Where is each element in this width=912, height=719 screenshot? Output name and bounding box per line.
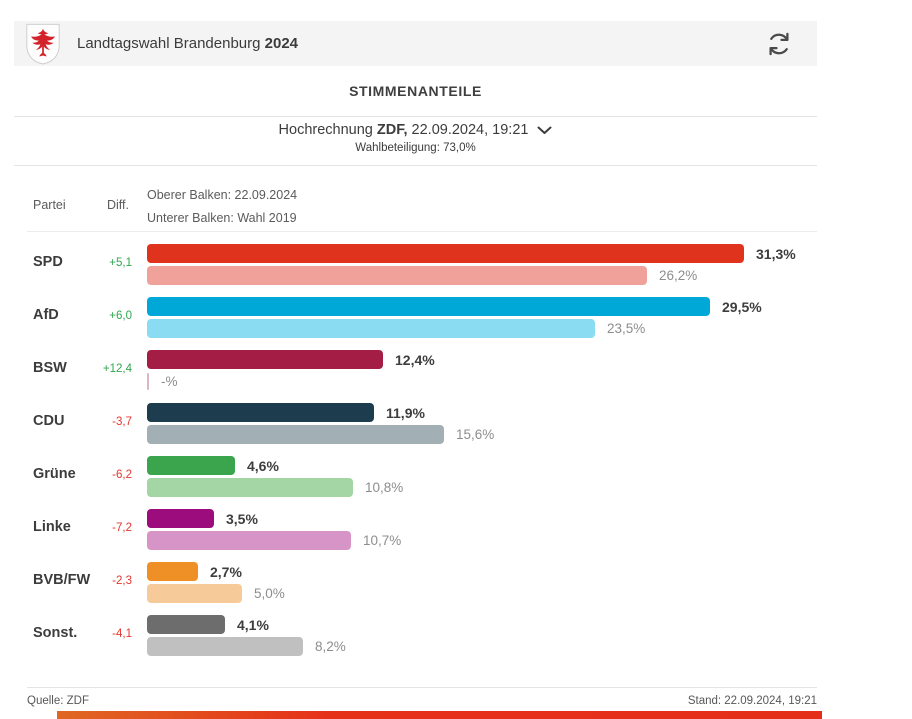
- app-title: Landtagswahl Brandenburg 2024: [77, 35, 299, 52]
- party-row: Grüne -6,2 4,6% 10,8%: [0, 449, 912, 502]
- bar-2019: [147, 637, 303, 656]
- bar-2019: [147, 531, 351, 550]
- bar-group: 4,6% 10,8%: [147, 456, 403, 500]
- refresh-button[interactable]: [765, 30, 793, 58]
- party-label: BSW: [33, 360, 67, 376]
- party-row: BSW +12,4 12,4% -%: [0, 343, 912, 396]
- bar-group: 4,1% 8,2%: [147, 615, 346, 659]
- footer-stand: Stand: 22.09.2024, 19:21: [687, 695, 817, 707]
- party-label: SPD: [33, 254, 63, 270]
- value-label-2024: 29,5%: [722, 298, 762, 315]
- diff-value: +5,1: [109, 257, 132, 269]
- legend-lower-bar: Unterer Balken: Wahl 2019: [147, 211, 297, 225]
- party-rows: SPD +5,1 31,3% 26,2% AfD +6,0 29,5% 23,5% BSW +12…: [0, 237, 912, 661]
- bar-2024: [147, 350, 383, 369]
- projection-block: Hochrechnung ZDF, 22.09.2024, 19:21 Wahl…: [14, 121, 817, 154]
- bar-2019: [147, 319, 595, 338]
- party-label: Linke: [33, 519, 71, 535]
- chevron-down-icon: [537, 126, 552, 134]
- bar-group: 31,3% 26,2%: [147, 244, 796, 288]
- bar-2024: [147, 403, 374, 422]
- bar-2019: [147, 425, 444, 444]
- legend-upper-bar: Oberer Balken: 22.09.2024: [147, 188, 298, 202]
- turnout-label: Wahlbeteiligung: 73,0%: [355, 142, 476, 154]
- value-label-2019: 23,5%: [607, 321, 646, 336]
- bar-group: 11,9% 15,6%: [147, 403, 494, 447]
- bar-group: 2,7% 5,0%: [147, 562, 285, 606]
- party-row: SPD +5,1 31,3% 26,2%: [0, 237, 912, 290]
- legend-diff-column: Diff.: [107, 198, 129, 212]
- bar-2024: [147, 244, 744, 263]
- value-label-2019: 10,8%: [365, 480, 404, 495]
- bar-2019: [147, 266, 647, 285]
- value-label-2024: 2,7%: [210, 563, 242, 580]
- party-label: BVB/FW: [33, 572, 91, 588]
- party-row: Linke -7,2 3,5% 10,7%: [0, 502, 912, 555]
- bar-2024: [147, 562, 198, 581]
- value-label-2024: 12,4%: [395, 351, 435, 368]
- divider: [14, 116, 817, 117]
- legend-bar-explainer: Oberer Balken: 22.09.2024 Unterer Balken…: [147, 184, 297, 230]
- header-bar: Landtagswahl Brandenburg 2024: [14, 21, 817, 66]
- bar-2024: [147, 297, 710, 316]
- legend-party-column: Partei: [33, 198, 66, 212]
- value-label-2024: 11,9%: [386, 404, 425, 421]
- party-label: Sonst.: [33, 625, 78, 641]
- bottom-accent-bar: [57, 711, 822, 719]
- value-label-2024: 31,3%: [756, 245, 796, 262]
- diff-value: -2,3: [112, 575, 132, 587]
- bar-2019: [147, 478, 353, 497]
- value-label-2019: 8,2%: [315, 639, 346, 654]
- party-row: CDU -3,7 11,9% 15,6%: [0, 396, 912, 449]
- projection-text: Hochrechnung ZDF, 22.09.2024, 19:21: [278, 122, 529, 138]
- refresh-icon: [769, 32, 789, 55]
- brandenburg-coat-of-arms-icon: [26, 23, 60, 64]
- bar-group: 3,5% 10,7%: [147, 509, 401, 553]
- bar-2024: [147, 456, 235, 475]
- divider: [14, 165, 817, 166]
- bar-group: 29,5% 23,5%: [147, 297, 762, 341]
- party-row: AfD +6,0 29,5% 23,5%: [0, 290, 912, 343]
- diff-value: -4,1: [112, 628, 132, 640]
- value-label-2019: 5,0%: [254, 586, 285, 601]
- diff-value: +6,0: [109, 310, 132, 322]
- divider: [27, 687, 817, 688]
- party-row: BVB/FW -2,3 2,7% 5,0%: [0, 555, 912, 608]
- value-label-2019: 26,2%: [659, 268, 698, 283]
- diff-value: -7,2: [112, 522, 132, 534]
- bar-2019: [147, 584, 242, 603]
- party-label: Grüne: [33, 466, 76, 482]
- bar-group: 12,4% -%: [147, 350, 435, 394]
- party-label: CDU: [33, 413, 65, 429]
- value-label-2024: 3,5%: [226, 510, 258, 527]
- value-label-2024: 4,1%: [237, 616, 269, 633]
- value-label-2019: -%: [161, 374, 178, 389]
- diff-value: +12,4: [102, 363, 132, 375]
- projection-dropdown[interactable]: Hochrechnung ZDF, 22.09.2024, 19:21: [279, 122, 553, 138]
- no-value-tick: [147, 373, 149, 390]
- value-label-2019: 10,7%: [363, 533, 402, 548]
- footer-source: Quelle: ZDF: [27, 695, 89, 707]
- bar-2024: [147, 615, 225, 634]
- divider: [27, 231, 817, 232]
- diff-value: -3,7: [112, 416, 132, 428]
- value-label-2019: 15,6%: [456, 427, 495, 442]
- party-label: AfD: [33, 307, 59, 323]
- value-label-2024: 4,6%: [247, 457, 279, 474]
- party-row: Sonst. -4,1 4,1% 8,2%: [0, 608, 912, 661]
- section-title: STIMMENANTEILE: [349, 83, 482, 99]
- diff-value: -6,2: [112, 469, 132, 481]
- bar-2024: [147, 509, 214, 528]
